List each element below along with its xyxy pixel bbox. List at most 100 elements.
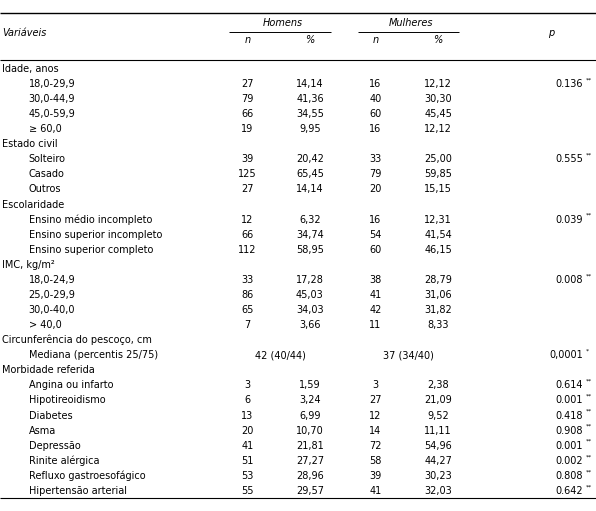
Text: 30,0-40,0: 30,0-40,0 [29,305,75,315]
Text: 45,0-59,9: 45,0-59,9 [29,109,75,119]
Text: **: ** [586,484,592,489]
Text: Asma: Asma [29,426,56,435]
Text: 20: 20 [370,184,381,194]
Text: 12,31: 12,31 [424,215,452,224]
Text: 41,36: 41,36 [296,94,324,104]
Text: Mediana (percentis 25/75): Mediana (percentis 25/75) [29,350,158,360]
Text: 42 (40/44): 42 (40/44) [254,350,306,360]
Text: 14,14: 14,14 [296,184,324,194]
Text: 31,06: 31,06 [424,290,452,300]
Text: 18,0-24,9: 18,0-24,9 [29,275,75,285]
Text: 20: 20 [241,426,253,435]
Text: 34,74: 34,74 [296,229,324,240]
Text: 21,09: 21,09 [424,396,452,405]
Text: Depressão: Depressão [29,440,80,451]
Text: 37 (34/40): 37 (34/40) [383,350,434,360]
Text: 60: 60 [370,245,381,254]
Text: 79: 79 [370,169,381,179]
Text: 54,96: 54,96 [424,440,452,451]
Text: *: * [586,349,589,354]
Text: 0.614: 0.614 [555,380,583,390]
Text: 41,54: 41,54 [424,229,452,240]
Text: 14: 14 [370,426,381,435]
Text: Morbidade referida: Morbidade referida [2,365,95,375]
Text: 12,12: 12,12 [424,124,452,134]
Text: 86: 86 [241,290,253,300]
Text: 0.001: 0.001 [555,396,583,405]
Text: ≥ 60,0: ≥ 60,0 [29,124,61,134]
Text: 11,11: 11,11 [424,426,452,435]
Text: 41: 41 [370,290,381,300]
Text: 9,95: 9,95 [299,124,321,134]
Text: **: ** [586,409,592,414]
Text: **: ** [586,153,592,157]
Text: **: ** [586,394,592,399]
Text: Refluxo gastroesofágico: Refluxo gastroesofágico [29,471,145,481]
Text: Mulheres: Mulheres [389,18,433,28]
Text: 46,15: 46,15 [424,245,452,254]
Text: 13: 13 [241,410,253,421]
Text: 3,66: 3,66 [299,320,321,330]
Text: 6,32: 6,32 [299,215,321,224]
Text: 12,12: 12,12 [424,79,452,89]
Text: 0.039: 0.039 [555,215,583,224]
Text: **: ** [586,469,592,474]
Text: 66: 66 [241,229,253,240]
Text: **: ** [586,424,592,429]
Text: 39: 39 [370,471,381,481]
Text: 58: 58 [370,456,381,466]
Text: 54: 54 [370,229,381,240]
Text: Ensino médio incompleto: Ensino médio incompleto [29,214,152,225]
Text: 0.555: 0.555 [555,154,583,164]
Text: 0.136: 0.136 [555,79,583,89]
Text: 11: 11 [370,320,381,330]
Text: 7: 7 [244,320,250,330]
Text: 33: 33 [370,154,381,164]
Text: Solteiro: Solteiro [29,154,66,164]
Text: 33: 33 [241,275,253,285]
Text: 27: 27 [370,396,381,405]
Text: 72: 72 [370,440,381,451]
Text: **: ** [586,273,592,278]
Text: 2,38: 2,38 [427,380,449,390]
Text: Rinite alérgica: Rinite alérgica [29,455,99,466]
Text: 9,52: 9,52 [427,410,449,421]
Text: %: % [305,35,315,45]
Text: 40: 40 [370,94,381,104]
Text: 39: 39 [241,154,253,164]
Text: 41: 41 [241,440,253,451]
Text: 21,81: 21,81 [296,440,324,451]
Text: 17,28: 17,28 [296,275,324,285]
Text: Outros: Outros [29,184,61,194]
Text: 125: 125 [238,169,257,179]
Text: Hipotireoidismo: Hipotireoidismo [29,396,105,405]
Text: 14,14: 14,14 [296,79,324,89]
Text: 65: 65 [241,305,253,315]
Text: 6,99: 6,99 [299,410,321,421]
Text: Casado: Casado [29,169,64,179]
Text: 0,0001: 0,0001 [549,350,583,360]
Text: 30,30: 30,30 [424,94,452,104]
Text: Ensino superior incompleto: Ensino superior incompleto [29,229,162,240]
Text: 28,96: 28,96 [296,471,324,481]
Text: 66: 66 [241,109,253,119]
Text: 20,42: 20,42 [296,154,324,164]
Text: p: p [548,28,554,38]
Text: 19: 19 [241,124,253,134]
Text: 10,70: 10,70 [296,426,324,435]
Text: Estado civil: Estado civil [2,139,57,149]
Text: 0.002: 0.002 [555,456,583,466]
Text: 32,03: 32,03 [424,486,452,496]
Text: Variáveis: Variáveis [2,28,46,38]
Text: Diabetes: Diabetes [29,410,72,421]
Text: 0.908: 0.908 [555,426,583,435]
Text: 55: 55 [241,486,253,496]
Text: %: % [433,35,443,45]
Text: Escolaridade: Escolaridade [2,199,64,210]
Text: 15,15: 15,15 [424,184,452,194]
Text: 0.008: 0.008 [555,275,583,285]
Text: 27: 27 [241,184,253,194]
Text: 51: 51 [241,456,253,466]
Text: n: n [244,35,250,45]
Text: 42: 42 [370,305,381,315]
